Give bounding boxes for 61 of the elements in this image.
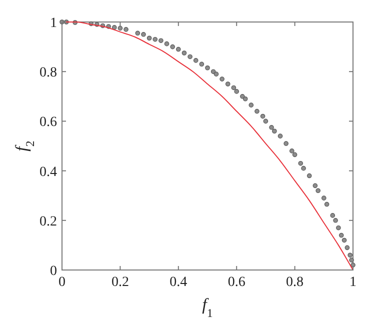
point [240,94,245,99]
x-tick-label: 1 [350,275,356,290]
point [152,36,158,42]
point [348,252,352,258]
point [176,46,181,52]
x-axis-title: f$_{1}$ [202,295,213,320]
point [225,82,230,86]
x-tick-label: 0.4 [170,275,188,290]
point [242,96,248,102]
x-tick-label: 0.6 [228,275,246,290]
point [182,50,187,56]
point [324,202,330,207]
point [112,25,117,30]
point [188,54,192,60]
point [298,160,304,166]
point [278,134,283,138]
point [124,27,128,32]
point [316,188,320,194]
point [234,89,239,94]
y-tick-label: 0 [50,264,57,279]
point [193,58,198,63]
point [135,30,140,36]
point [118,26,123,31]
point [199,62,204,67]
x-tick-label: 0.2 [111,275,129,290]
point [254,108,260,114]
point [284,141,288,146]
point [263,118,268,124]
point [289,148,294,154]
point [146,36,152,41]
point [164,41,170,46]
point [269,125,274,130]
point [342,238,347,243]
point [312,183,318,188]
point [306,173,312,178]
point [349,258,354,262]
x-tick-label: 0.8 [286,275,304,290]
y-tick-label: 1 [50,16,57,31]
y-tick-label: 0.2 [40,214,57,230]
point [338,232,344,238]
point [220,76,224,82]
point [336,225,341,230]
point [330,213,336,218]
point [344,245,350,250]
point [205,65,210,70]
point [333,218,338,223]
point [231,85,236,90]
point [260,114,266,119]
point [214,72,219,76]
point [141,32,146,37]
point [350,262,356,268]
point [170,44,175,50]
y-tick-label: 0.4 [40,164,57,180]
y-tick-label: 0.8 [40,66,57,81]
point [292,152,298,158]
point [158,38,164,43]
point [248,102,254,108]
point [322,196,326,200]
y-tick-label: 0.6 [40,115,57,130]
point [272,128,277,134]
point [301,166,306,171]
